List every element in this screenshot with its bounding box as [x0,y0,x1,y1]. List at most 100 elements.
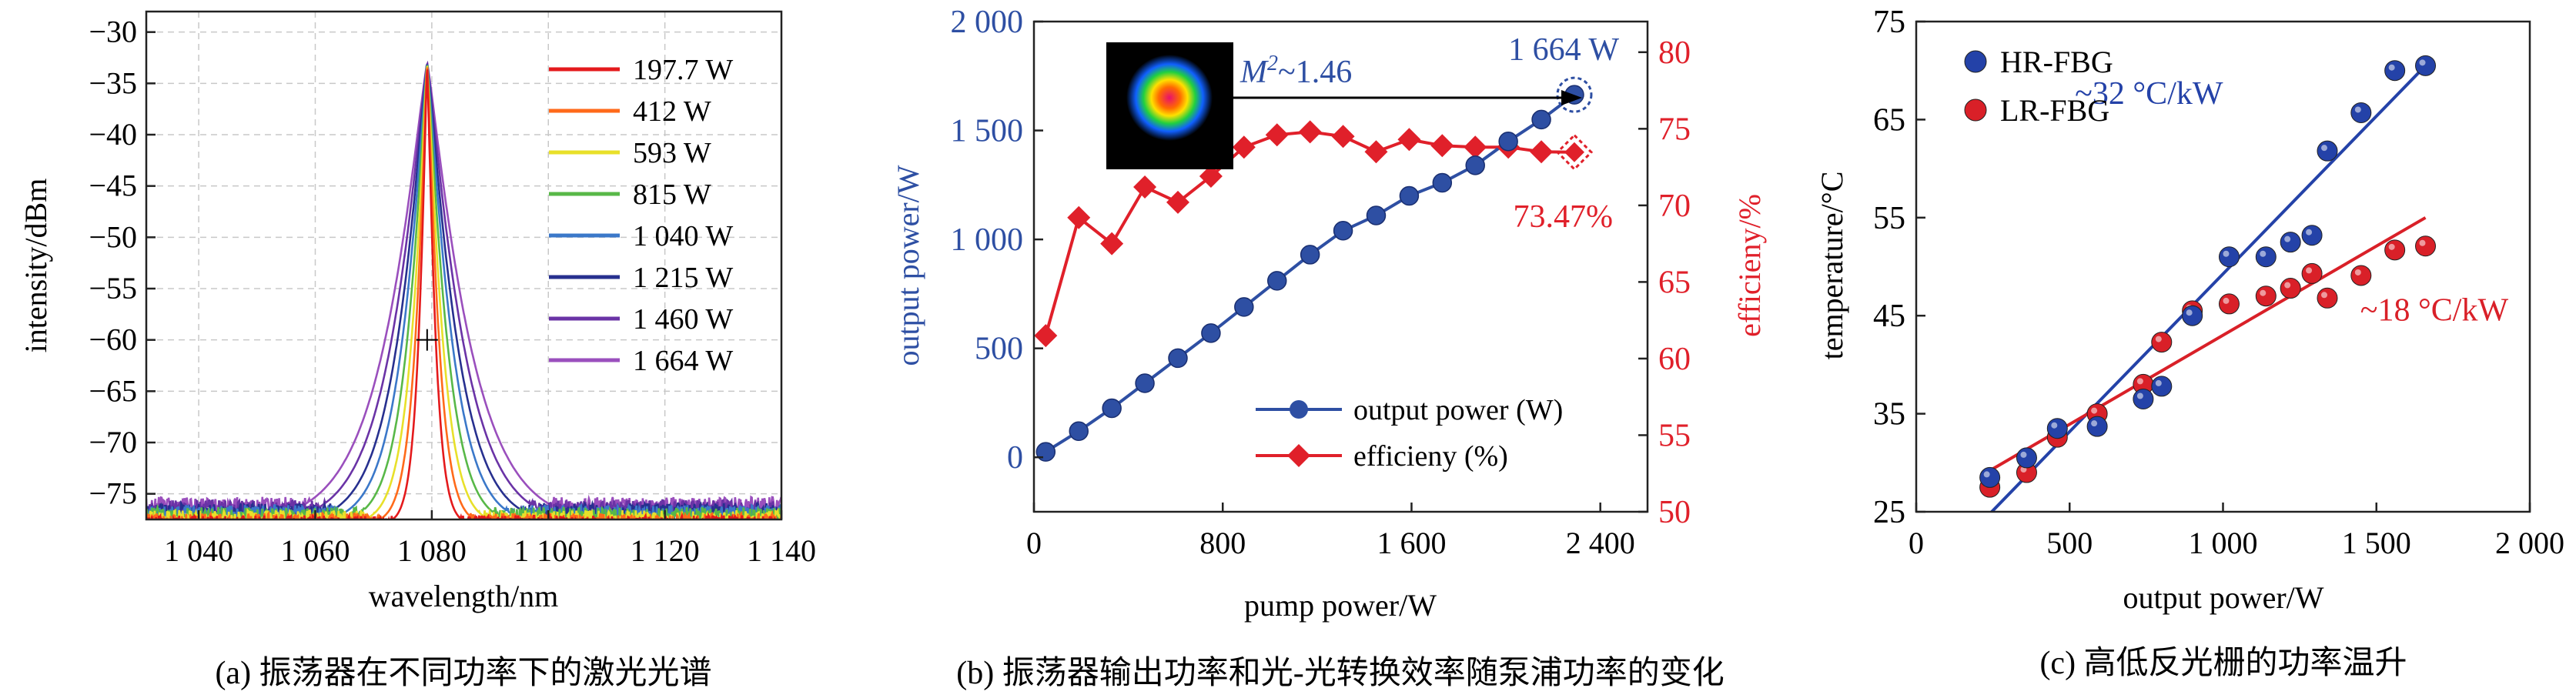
m2-annotation: M2~1.46 [1239,52,1352,90]
spectrum-legend-label-7: 1 460 W [633,303,733,336]
temperature-x-tick-label: 1 500 [2342,526,2411,560]
lr-fbg-point-highlight [2419,239,2426,246]
lr-fbg-point-highlight [2091,407,2098,414]
lr-fbg-point-highlight [2388,243,2395,250]
spectrum-y-axis-title: intensity/dBm [18,179,53,353]
efficiency-point [1331,125,1355,149]
hr-fbg-point-highlight [2306,229,2313,235]
temperature-x-tick-label: 1 000 [2189,526,2258,560]
output-power-point [1556,76,1593,113]
temperature-y-axis-title: temperature/°C [1815,172,1849,360]
panel-a: 1 040 1 060 1 080 1 100 1 120 1 140 −75 −70 −65 −… [18,10,816,691]
spectrum-legend: 197.7 W 412 W 593 W 815 W 1 040 W 1 215 W 1 46… [549,54,733,377]
hr-fbg-point [2384,60,2406,82]
lr-fbg-point [2301,262,2323,284]
efficiency-right-tick-label: 75 [1658,112,1691,147]
efficiency-annotation: 73.47% [1514,199,1614,235]
power-efficiency-lines [1034,76,1594,462]
temperature-x-tick-label: 2 000 [2495,526,2564,560]
lr-fbg-point-highlight [2136,378,2143,385]
legend-efficiency-label: efficieny (%) [1353,440,1508,473]
lr-fbg-point-highlight [2284,282,2291,289]
spectrum-y-tick-label: −35 [89,65,137,100]
spectrum-y-tick-label: −75 [89,476,137,511]
power-caption: (b) 振荡器输出功率和光-光转换效率随泵浦功率的变化 [956,655,1724,691]
spectrum-legend-label-5: 1 040 W [633,220,733,252]
spectrum-x-tick-label: 1 040 [164,533,233,568]
lr-fbg-point [2415,235,2437,257]
efficiency-point [1430,134,1454,158]
lr-fbg-point-highlight [2155,336,2162,342]
output-power-point [1498,131,1518,152]
output-power-point [1366,205,1387,225]
power-legend: output power (W) efficieny (%) [1256,394,1563,473]
efficiency-point [1555,133,1594,171]
efficiency-point [1199,165,1223,189]
hr-fbg-point [2255,246,2277,268]
output-power-point [1300,245,1320,265]
hr-fbg-point [2218,246,2240,268]
efficiency-point [1232,135,1256,159]
hr-fbg-point [2280,232,2301,253]
hr-fbg-point-highlight [2155,379,2162,386]
efficiency-right-tick-label: 55 [1658,418,1691,453]
spectrum-legend-label-4: 815 W [633,179,711,211]
spectrum-grid [146,12,782,519]
efficiency-point [1530,140,1554,164]
power-x-tick-label: 1 600 [1377,526,1446,560]
hr-fbg-point [2301,225,2323,246]
temperature-y-tick-label: 55 [1873,201,1905,236]
output-power-point [1266,271,1287,291]
efficiency-right-tick-label: 70 [1658,189,1691,224]
hr-fbg-point-highlight [2186,309,2193,316]
spectrum-caption: (a) 振荡器在不同功率下的激光光谱 [215,655,711,691]
spectrum-y-tick-label: −50 [89,219,137,254]
lr-fbg-point [2280,278,2301,299]
lr-fbg-point-highlight [2223,297,2230,304]
hr-fbg-point [1979,466,2001,488]
temperature-x-tick-label: 500 [2046,526,2093,560]
hr-fbg-point [2415,55,2437,76]
lr-fbg-point-highlight [2320,292,2327,299]
lr-fbg-point [2384,239,2406,261]
lr-fbg-point [2218,293,2240,315]
power-x-tick-label: 800 [1199,526,1246,560]
hr-fbg-point [2016,447,2037,469]
hr-fbg-point-highlight [2223,250,2230,257]
output-power-point [1069,421,1089,441]
efficiency-right-tick-label: 60 [1658,342,1691,377]
spectrum-frame [145,10,783,521]
spectrum-legend-label-1: 197.7 W [633,54,733,86]
efficiency-point-final [1564,142,1584,162]
spectrum-series-2 [146,67,781,519]
efficiency-right-tick-label: 50 [1658,495,1691,530]
hr-fbg-point [2133,388,2154,409]
efficiency-right-tick-label: 80 [1658,35,1691,71]
lr-fbg-slope-label: ~18 °C/kW [2360,293,2509,329]
efficiency-right-tick-label: 65 [1658,265,1691,300]
power-right-axis-title: efficieny/% [1732,194,1767,337]
lr-fbg-point [2317,287,2338,309]
spectrum-ticks: 1 040 1 060 1 080 1 100 1 120 1 140 −75 −70 −65 −… [89,15,816,568]
hr-fbg-point [2046,418,2068,439]
spectrum-y-tick-label: −70 [89,425,137,459]
max-power-annotation: 1 664 W [1508,32,1619,68]
power-ticks: 0 800 1 600 2 400 0 500 1 000 1 500 2 000 50 55 60 6… [951,5,1691,560]
lr-fbg-point-highlight [2306,267,2313,274]
legend-lr-fbg-marker [1964,99,1987,122]
hr-fbg-point-highlight [2354,106,2361,113]
temperature-x-axis-title: output power/W [2123,580,2323,615]
efficiency-point [1100,232,1124,255]
spectrum-x-tick-label: 1 140 [747,533,816,568]
power-left-tick-label: 1 500 [951,114,1024,149]
efficiency-point [1397,128,1421,152]
hr-fbg-point-highlight [2020,451,2027,458]
spectrum-y-tick-label: −60 [89,322,137,357]
spectrum-y-tick-label: −45 [89,169,137,203]
hr-fbg-point [2182,305,2203,326]
spectrum-x-tick-label: 1 100 [514,533,583,568]
efficiency-point [1133,175,1157,199]
spectrum-x-tick-label: 1 080 [397,533,467,568]
output-power-point [1102,398,1122,419]
